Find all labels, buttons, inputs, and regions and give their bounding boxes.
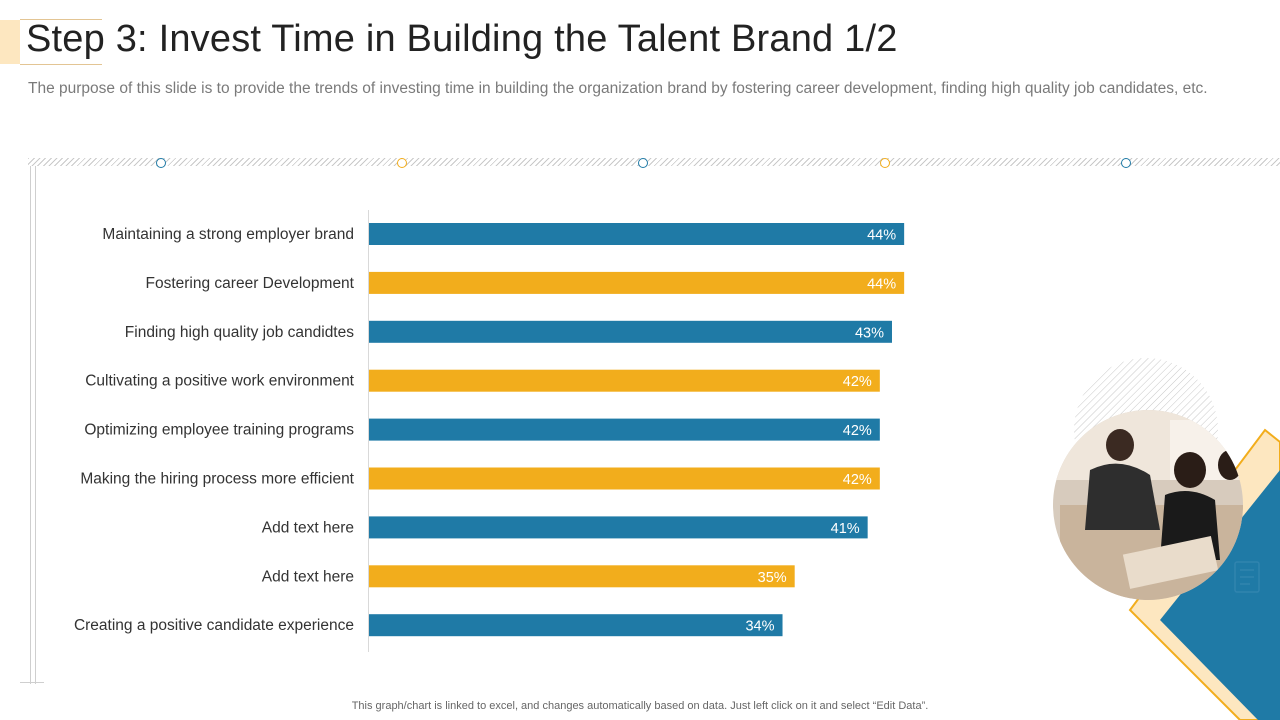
bar[interactable] [369,467,880,490]
bar-value-label: 43% [855,325,884,341]
bar-value-label: 42% [843,472,872,488]
blue-stripe-shape [1160,470,1280,720]
bar[interactable] [369,418,880,441]
title-rule-bottom [20,64,102,65]
bar-value-label: 42% [843,374,872,390]
category-label: Add text here [262,568,354,585]
category-label: Creating a positive candidate experience [74,617,354,634]
footer-note: This graph/chart is linked to excel, and… [351,700,929,712]
page-title: Step 3: Invest Time in Building the Tale… [26,18,898,60]
bar-value-label: 42% [843,423,872,439]
category-label: Maintaining a strong employer brand [102,226,354,243]
title-accent-bar [0,20,20,64]
bar[interactable] [369,271,905,294]
bar[interactable] [369,565,795,588]
category-label: Add text here [262,519,354,536]
category-label: Fostering career Development [146,275,355,292]
divider-dot-icon [638,158,648,168]
category-label: Making the hiring process more efficient [80,471,354,488]
page-subtitle: The purpose of this slide is to provide … [28,80,1208,97]
bar-value-label: 41% [831,521,860,537]
bar[interactable] [369,614,783,637]
bar-value-label: 44% [867,276,896,292]
bar-value-label: 44% [867,228,896,244]
left-rail-foot [20,682,44,683]
divider-dot-icon [156,158,166,168]
category-label: Optimizing employee training programs [84,422,354,439]
divider-dot-icon [880,158,890,168]
title-rule-top [20,19,102,20]
bar-value-label: 34% [745,619,774,635]
bar-value-label: 35% [758,570,787,586]
category-label: Finding high quality job candidtes [125,324,354,341]
bar[interactable] [369,516,868,539]
left-rail [30,166,36,684]
bar[interactable] [369,369,880,392]
hatched-divider [28,158,1280,166]
divider-dot-icon [397,158,407,168]
category-label: Cultivating a positive work environment [85,373,354,390]
bar[interactable] [369,320,892,343]
divider-dot-icon [1121,158,1131,168]
document-icon [1234,561,1260,593]
bar[interactable] [369,223,905,245]
